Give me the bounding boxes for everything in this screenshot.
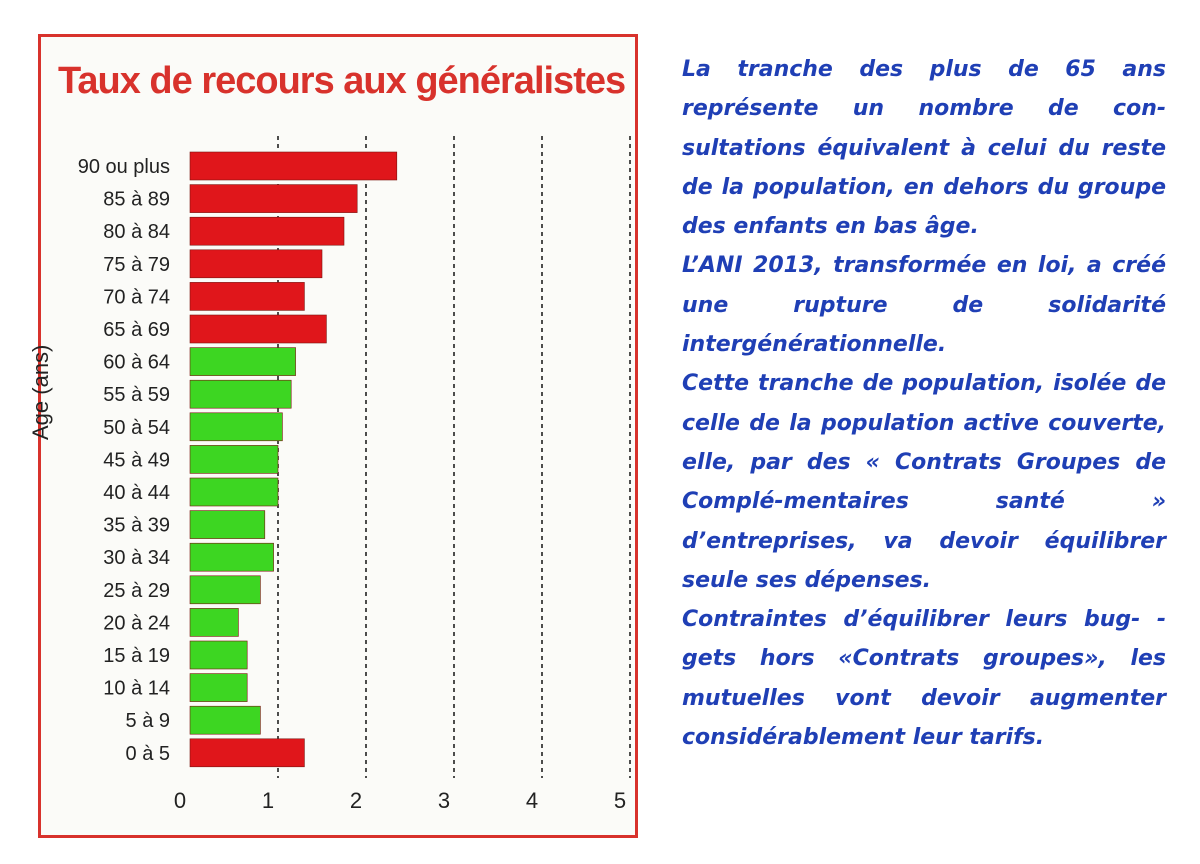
category-label: 5 à 9 (126, 710, 170, 732)
bar-16 (189, 673, 248, 702)
bar-0 (189, 151, 398, 181)
category-label: 55 à 59 (103, 384, 170, 406)
x-tick-label: 2 (350, 788, 362, 813)
bar-4 (189, 282, 305, 311)
category-label: 30 à 34 (103, 547, 170, 569)
bar-9 (189, 445, 279, 474)
bar-1 (189, 184, 358, 213)
bar-5 (189, 314, 327, 344)
paragraph-1: La tranche des plus de 65 ans représente… (682, 57, 1166, 240)
bar-2 (189, 216, 345, 246)
bar-11 (189, 510, 266, 539)
category-label: 0 à 5 (126, 743, 170, 765)
bars (189, 151, 398, 768)
bar-7 (189, 379, 292, 409)
bar-10 (189, 477, 279, 507)
x-tick-label: 1 (262, 788, 274, 813)
category-label: 15 à 19 (103, 645, 170, 667)
category-label: 65 à 69 (103, 319, 170, 341)
bar-chart: 90 ou plus 85 à 89 80 à 84 75 à 79 70 à 74 65… (78, 136, 631, 813)
category-label: 60 à 64 (103, 352, 170, 374)
x-tick-label: 0 (174, 788, 186, 813)
bar-6 (189, 347, 296, 376)
category-label: 50 à 54 (103, 417, 170, 439)
x-tick-label: 4 (526, 788, 538, 813)
x-tick-label: 5 (614, 788, 626, 813)
category-label: 90 ou plus (78, 156, 170, 178)
bar-17 (189, 705, 261, 735)
category-label: 80 à 84 (103, 221, 170, 243)
paragraph-2: L’ANI 2013, transformée en loi, a créé u… (682, 253, 1166, 358)
category-labels: 90 ou plus 85 à 89 80 à 84 75 à 79 70 à 74 65… (78, 156, 170, 765)
category-label: 45 à 49 (103, 449, 170, 471)
category-label: 35 à 39 (103, 515, 170, 537)
bar-3 (189, 249, 323, 279)
category-label: 20 à 24 (103, 612, 170, 634)
commentary-text: La tranche des plus de 65 ans représente… (682, 50, 1166, 757)
category-label: 40 à 44 (103, 482, 170, 504)
paragraph-4: Contraintes d’équilibrer leurs bug- -get… (682, 607, 1166, 751)
bar-8 (189, 412, 283, 442)
bar-15 (189, 640, 248, 670)
bar-13 (189, 575, 261, 605)
x-tick-labels: 0 1 2 3 4 5 (174, 788, 626, 813)
category-label: 85 à 89 (103, 189, 170, 211)
bar-12 (189, 542, 274, 572)
category-label: 25 à 29 (103, 580, 170, 602)
category-label: 70 à 74 (103, 286, 170, 308)
bar-14 (189, 608, 239, 637)
paragraph-3: Cette tranche de population, isolée de c… (682, 371, 1166, 593)
category-label: 10 à 14 (103, 678, 170, 700)
category-label: 75 à 79 (103, 254, 170, 276)
x-tick-label: 3 (438, 788, 450, 813)
chart-title: Taux de recours aux généralistes (58, 60, 626, 102)
bar-18 (189, 738, 305, 768)
